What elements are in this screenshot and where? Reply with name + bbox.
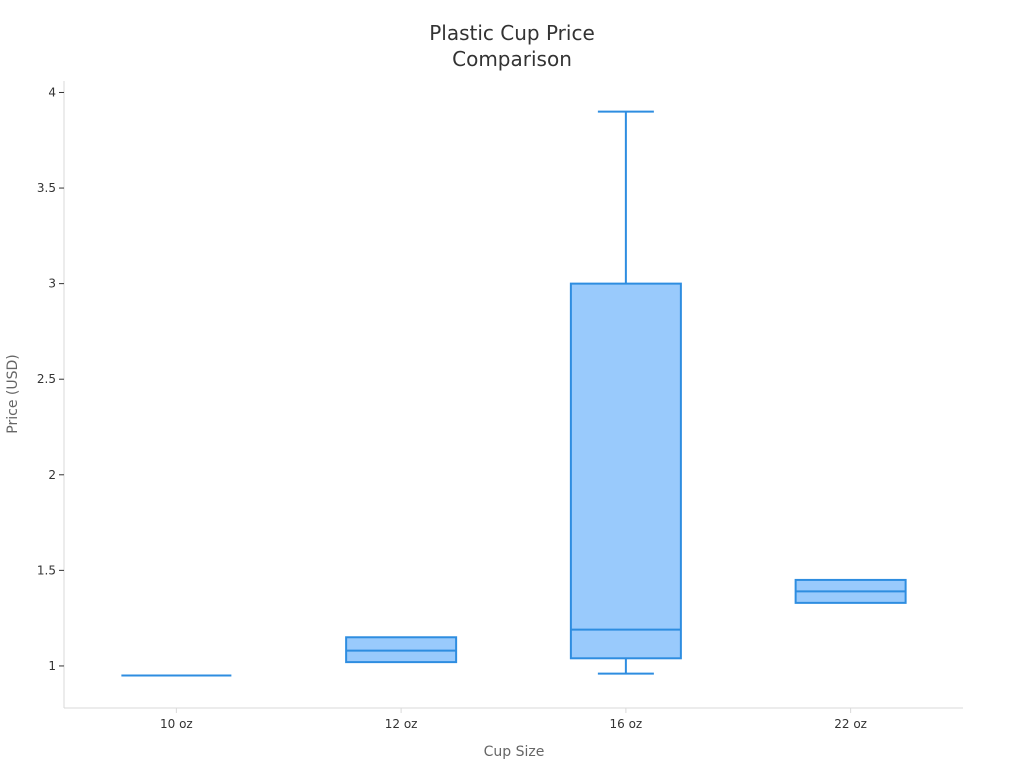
y-tick-label: 1.5 (37, 563, 56, 577)
box-series (121, 110, 907, 677)
x-tick-label: 10 oz (160, 717, 193, 731)
box-12-oz (345, 636, 458, 664)
x-ticks: 10 oz 12 oz 16 oz 22 oz (160, 708, 867, 731)
box-body (569, 282, 682, 660)
chart-title-line-1: Plastic Cup Price (429, 21, 595, 45)
y-tick-label: 3.5 (37, 181, 56, 195)
y-ticks: 1 1.5 2 2.5 3 3.5 4 (37, 85, 64, 673)
box-16-oz (569, 110, 682, 675)
y-tick-label: 4 (48, 85, 56, 99)
y-tick-label: 2 (48, 468, 56, 482)
y-axis-title: Price (USD) (5, 354, 21, 433)
y-tick-label: 2.5 (37, 372, 56, 386)
y-tick-label: 3 (48, 277, 56, 291)
box-22-oz (794, 578, 907, 604)
y-tick-label: 1 (48, 659, 56, 673)
x-axis-title: Cup Size (484, 744, 545, 760)
x-tick-label: 16 oz (610, 717, 643, 731)
chart-title-line-2: Comparison (452, 47, 572, 71)
x-tick-label: 12 oz (385, 717, 418, 731)
x-tick-label: 22 oz (834, 717, 867, 731)
